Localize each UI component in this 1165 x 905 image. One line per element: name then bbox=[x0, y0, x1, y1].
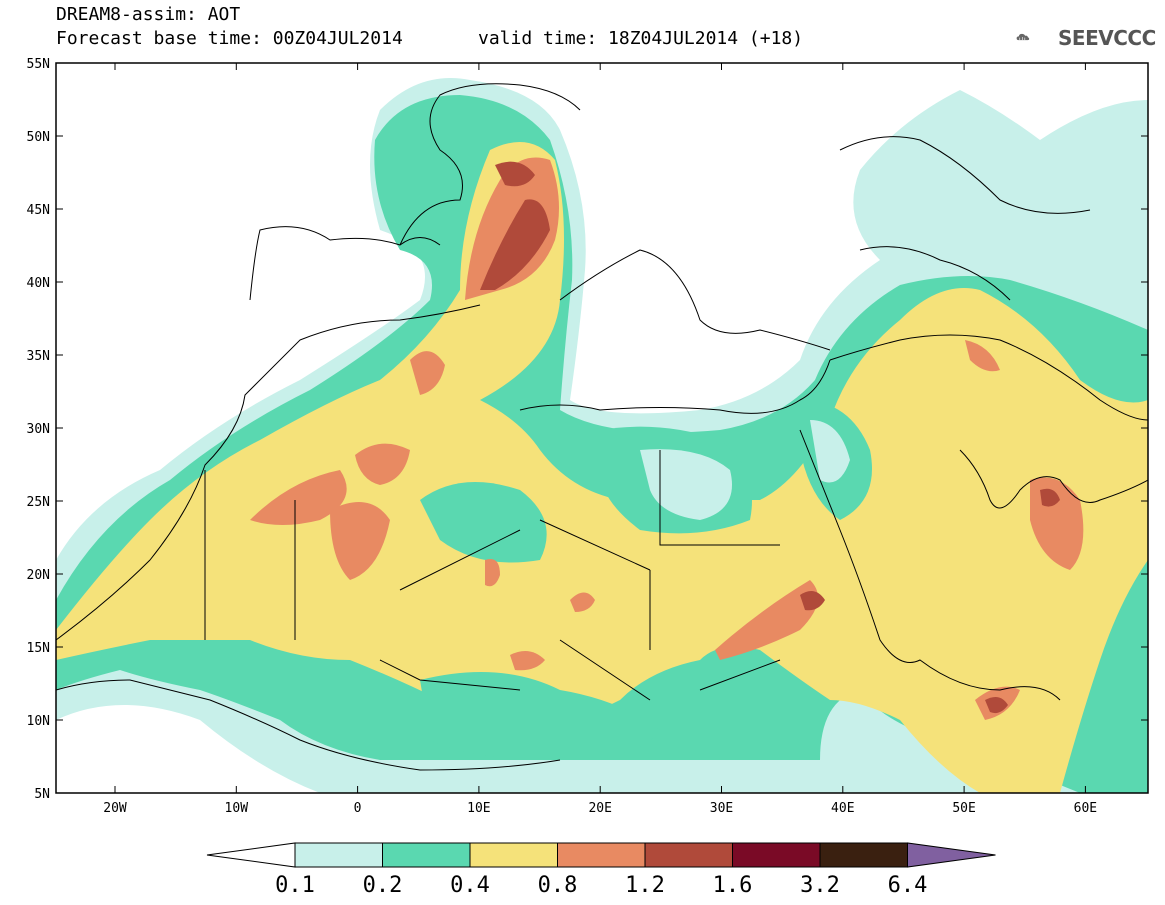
colorbar-swatch bbox=[557, 842, 646, 868]
colorbar-swatch bbox=[819, 842, 908, 868]
colorbar-label: 1.6 bbox=[713, 873, 753, 898]
lon-label: 10E bbox=[467, 801, 490, 816]
colorbar-label: 0.2 bbox=[363, 873, 403, 898]
colorbar-label: 0.4 bbox=[450, 873, 490, 898]
lon-axis: 20W 10W 0 10E 20E 30E 40E 50E 60E bbox=[103, 63, 1097, 816]
colorbar-swatch bbox=[382, 842, 471, 868]
lon-label: 20E bbox=[588, 801, 611, 816]
colorbar-swatch bbox=[644, 842, 733, 868]
lat-label: 5N bbox=[34, 787, 50, 802]
lat-label: 15N bbox=[27, 641, 50, 656]
colorbar-swatch bbox=[469, 842, 558, 868]
colorbar-over-triangle bbox=[907, 842, 996, 868]
lat-label: 35N bbox=[27, 349, 50, 364]
valid-time-label: valid time: 18Z04JUL2014 (+18) bbox=[478, 28, 804, 49]
lat-label: 25N bbox=[27, 495, 50, 510]
lat-label: 50N bbox=[27, 130, 50, 145]
lon-label: 20W bbox=[103, 801, 127, 816]
lat-label: 40N bbox=[27, 276, 50, 291]
lon-label: 30E bbox=[710, 801, 733, 816]
aot-field bbox=[56, 78, 1148, 793]
chart-title: DREAM8-assim: AOT bbox=[56, 4, 241, 25]
colorbar-swatch bbox=[732, 842, 821, 868]
colorbar-label: 6.4 bbox=[888, 873, 928, 898]
lon-label: 60E bbox=[1074, 801, 1097, 816]
colorbar-under-triangle bbox=[206, 842, 296, 868]
lon-label: 0 bbox=[354, 801, 362, 816]
lat-label: 30N bbox=[27, 422, 50, 437]
colorbar-swatch bbox=[294, 842, 383, 868]
colorbar: 0.1 0.2 0.4 0.8 1.2 1.6 3.2 6.4 bbox=[206, 842, 996, 898]
logo-text: SEEVCCC bbox=[1058, 26, 1156, 50]
lon-label: 40E bbox=[831, 801, 854, 816]
lat-label: 10N bbox=[27, 714, 50, 729]
cloud-icon bbox=[1016, 33, 1030, 41]
colorbar-label: 1.2 bbox=[625, 873, 665, 898]
lat-label: 45N bbox=[27, 203, 50, 218]
lon-label: 50E bbox=[952, 801, 975, 816]
lat-axis: 55N 50N 45N 40N 35N 30N 25N 20N 15N 10N 5N bbox=[27, 57, 1148, 802]
base-time-label: Forecast base time: 00Z04JUL2014 bbox=[56, 28, 403, 49]
colorbar-label: 0.8 bbox=[538, 873, 578, 898]
colorbar-label: 0.1 bbox=[275, 873, 315, 898]
coastlines bbox=[56, 83, 1148, 771]
colorbar-label: 3.2 bbox=[800, 873, 840, 898]
lat-label: 55N bbox=[27, 57, 50, 72]
lat-label: 20N bbox=[27, 568, 50, 583]
lon-label: 10W bbox=[225, 801, 249, 816]
